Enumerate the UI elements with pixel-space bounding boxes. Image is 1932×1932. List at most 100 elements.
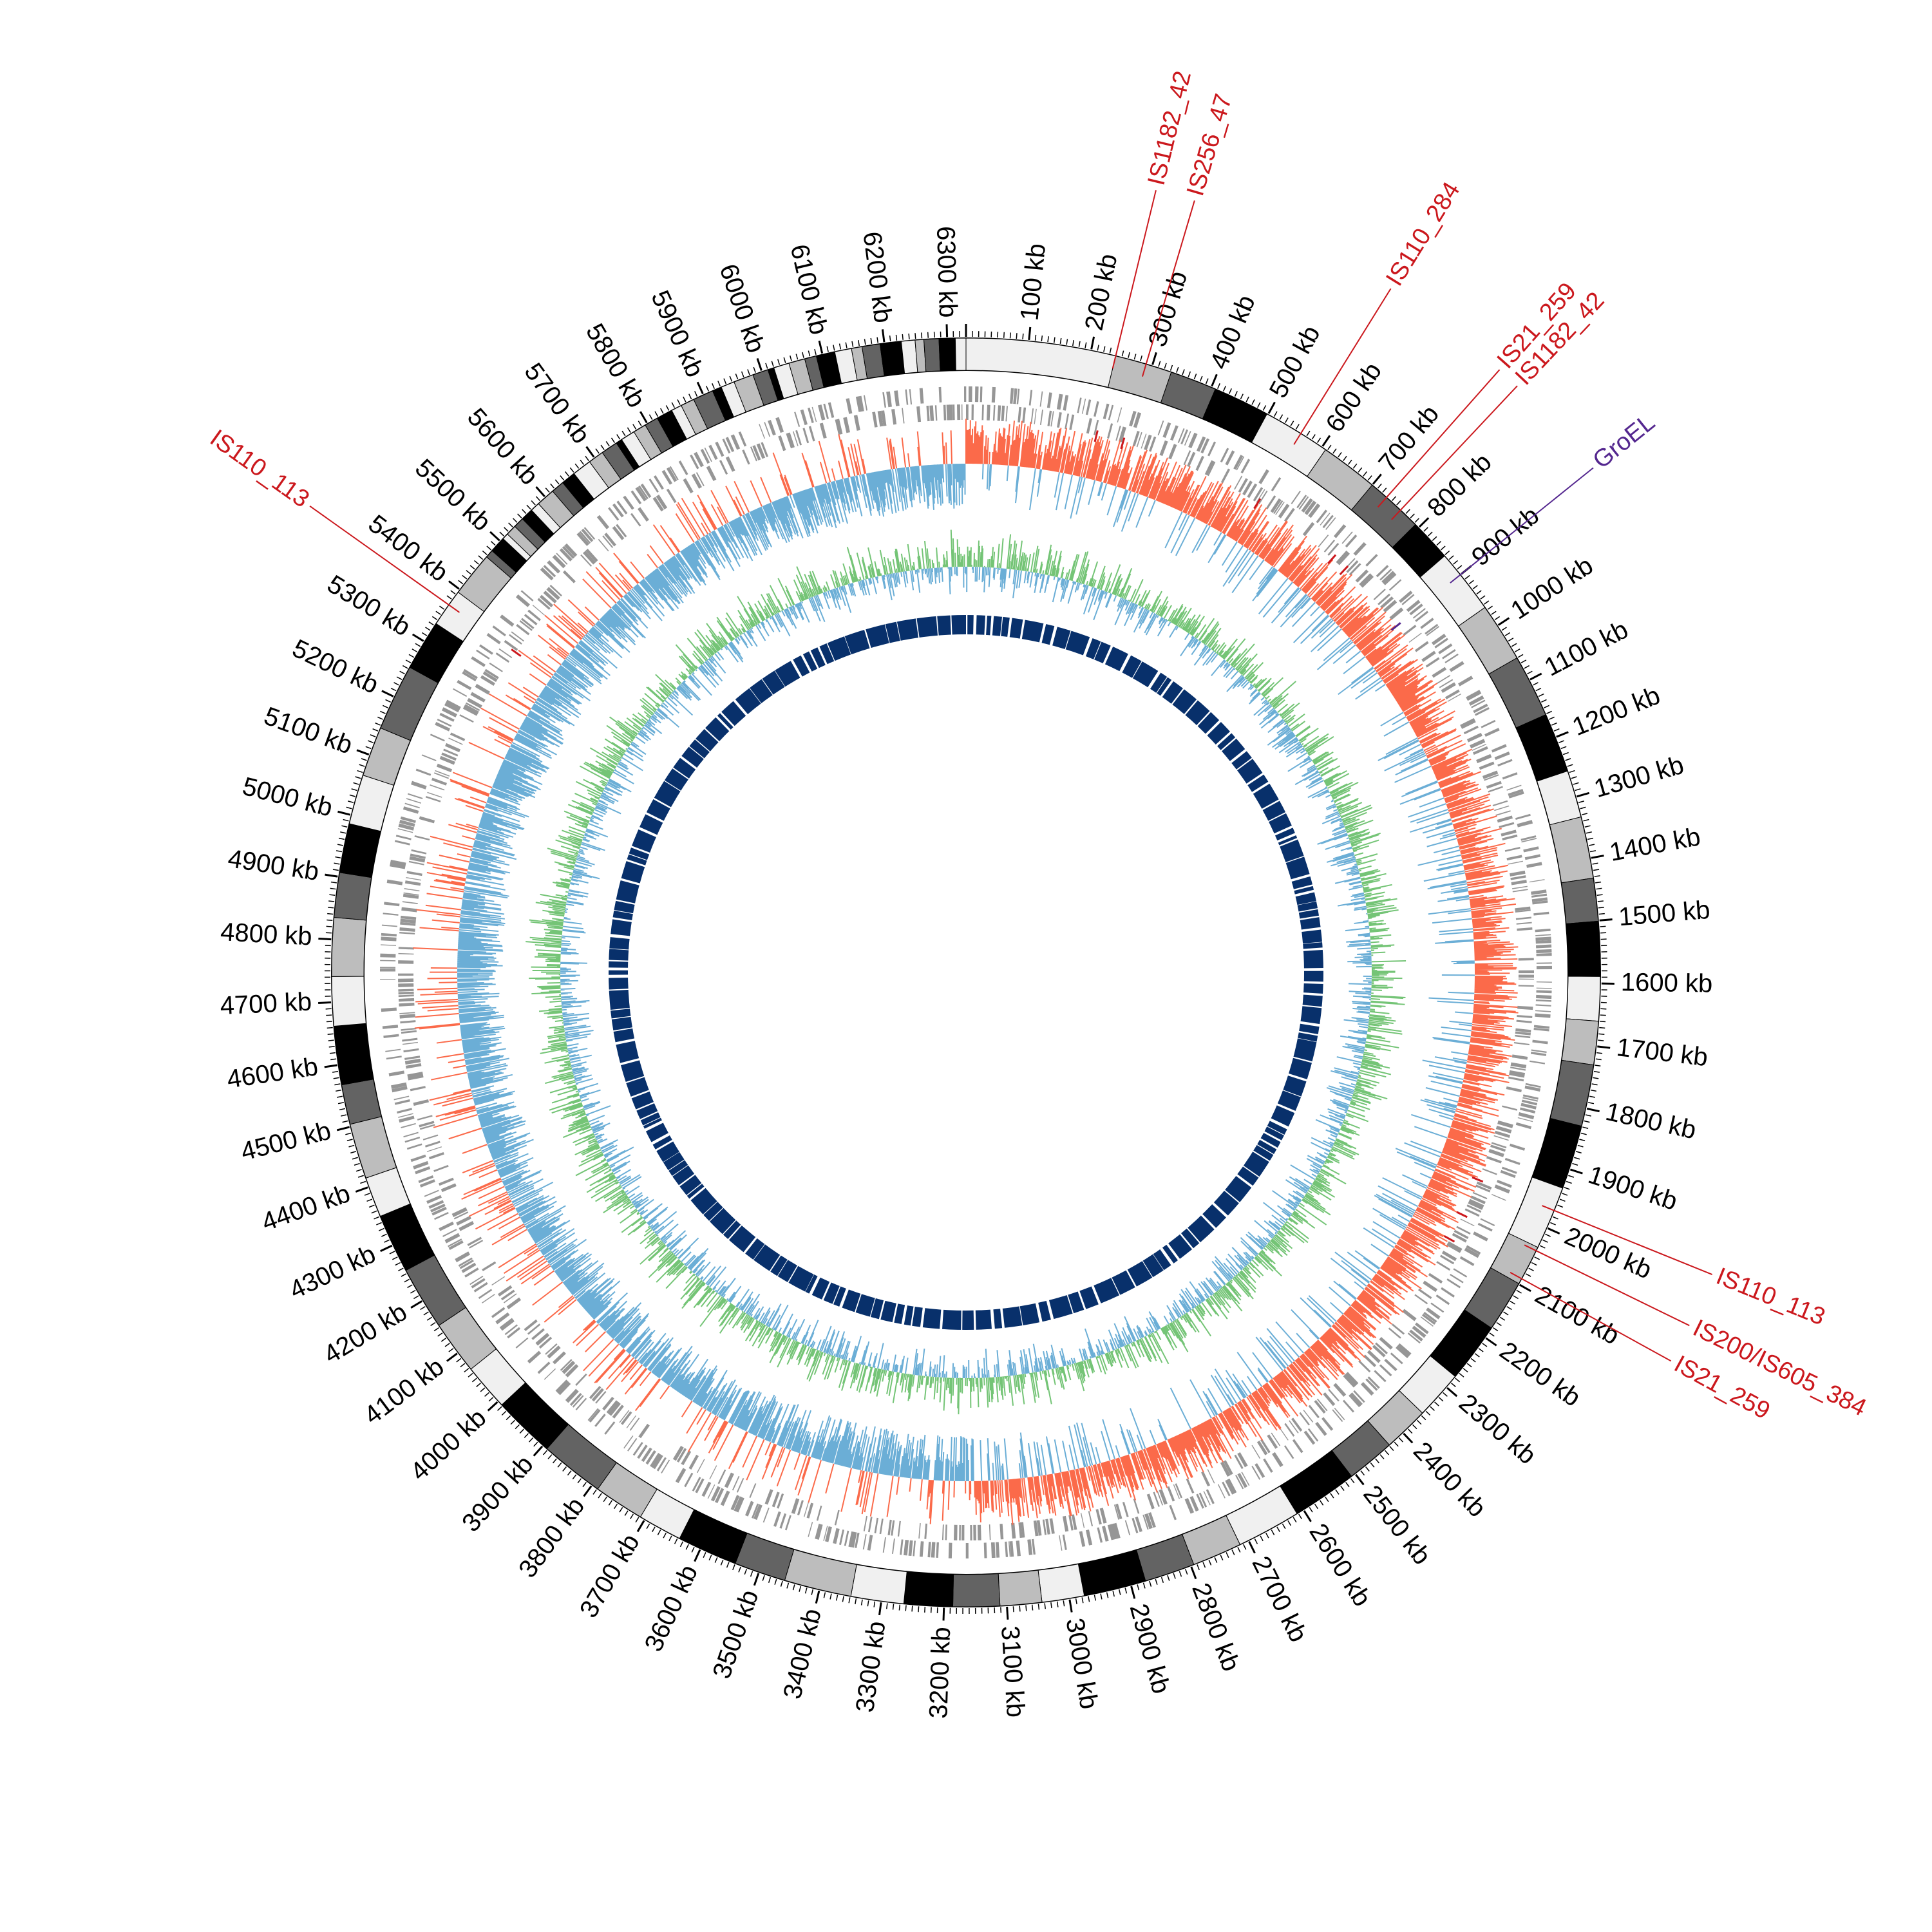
scale-tick [774, 1578, 777, 1585]
gene-feature [604, 533, 616, 547]
gene-feature [1237, 1452, 1248, 1468]
gene-feature [499, 1318, 513, 1329]
scale-tick [1552, 1216, 1558, 1220]
gene-feature [495, 652, 510, 663]
gene-feature [1497, 759, 1513, 767]
inner-ring-gap [1245, 772, 1265, 786]
gene-feature [392, 1086, 408, 1093]
gene-feature [430, 784, 445, 791]
gene-feature [448, 737, 463, 745]
scale-tick [1205, 378, 1209, 384]
gene-feature [819, 422, 827, 439]
gene-feature [1486, 781, 1502, 789]
gene-feature [1502, 772, 1518, 780]
gene-feature [403, 892, 419, 896]
gene-feature [1434, 638, 1448, 649]
scale-tick [717, 381, 721, 387]
gene-feature [451, 1207, 467, 1215]
scale-tick [1140, 355, 1142, 362]
gene-feature [552, 554, 566, 569]
scale-tick [366, 1198, 373, 1202]
scale-tick [433, 1327, 439, 1332]
inner-ring-gap [1184, 699, 1198, 716]
gene-feature [753, 1504, 762, 1520]
gene-feature [1497, 815, 1513, 823]
scale-tick [726, 1562, 730, 1568]
gene-feature [419, 1179, 435, 1188]
annotation-label: IS256_47 [1182, 91, 1237, 199]
scale-tick [1271, 1530, 1275, 1535]
inner-ring-gap [1303, 968, 1324, 971]
gene-feature [579, 531, 591, 544]
gene-feature [402, 893, 419, 899]
scale-tick [1582, 1126, 1589, 1129]
gene-feature [1535, 1004, 1551, 1007]
gene-feature [1258, 490, 1268, 505]
inner-ring-gap [1229, 748, 1247, 764]
scale-tick [1508, 638, 1514, 642]
gene-feature [1201, 1471, 1211, 1487]
scale-tick [1306, 430, 1311, 437]
scale-tick [1572, 1162, 1578, 1166]
scale-tick [328, 907, 334, 909]
gene-feature [1112, 1522, 1121, 1539]
gene-feature [380, 979, 396, 980]
gene-feature [1502, 1105, 1518, 1111]
gene-feature [1468, 1198, 1484, 1208]
gene-feature [407, 793, 423, 799]
scale-tick [343, 819, 349, 822]
gene-feature [1220, 1461, 1231, 1477]
scale-tick [1596, 1052, 1603, 1054]
scale-tick [1589, 1095, 1596, 1098]
gene-feature [587, 1408, 599, 1421]
gene-feature [397, 828, 413, 833]
gene-feature [1508, 791, 1524, 799]
scale-tick [377, 716, 383, 720]
ideogram-band [903, 1571, 954, 1607]
gene-feature [1466, 1245, 1481, 1255]
gene-feature [399, 931, 415, 935]
gene-feature [1094, 401, 1099, 417]
gene-feature [794, 412, 800, 427]
scale-tick [1097, 345, 1099, 351]
scale-tick [818, 340, 824, 354]
scale-tick [1335, 1489, 1340, 1495]
gene-feature [539, 594, 554, 608]
inner-ring-gap [1293, 884, 1314, 891]
inner-ring-gap [608, 989, 629, 991]
inner-ring-gap [966, 614, 968, 636]
scale-tick [1375, 1458, 1380, 1464]
scale-tick [542, 1450, 548, 1455]
gene-feature [515, 1337, 529, 1349]
inner-ring-gap [625, 1075, 645, 1084]
scale-tick [1355, 1473, 1365, 1486]
scale-tick-label: 5700 kb [518, 358, 595, 449]
gene-feature [1444, 653, 1459, 663]
gene-feature [1189, 1496, 1199, 1512]
scale-tick [412, 633, 424, 642]
gene-feature [401, 907, 417, 913]
scale-tick [756, 358, 762, 371]
gene-feature [1234, 1454, 1244, 1470]
scale-tick [404, 1278, 410, 1283]
scale-tick [1593, 1077, 1599, 1079]
scale-tick [780, 1580, 783, 1587]
gene-feature [441, 707, 457, 718]
gene-feature [408, 1075, 424, 1081]
scale-tick [1591, 855, 1604, 859]
scale-tick [1588, 844, 1595, 846]
gene-feature [652, 497, 664, 512]
inner-ring-gap [1083, 636, 1093, 657]
scale-tick [522, 509, 527, 515]
gene-feature [863, 1515, 867, 1531]
scale-tick [723, 378, 727, 384]
scale-tick [1553, 728, 1560, 732]
gene-feature [823, 1526, 828, 1541]
inner-ring-gap [608, 967, 629, 971]
scale-tick [1535, 687, 1542, 692]
scale-tick [401, 1273, 407, 1277]
gene-feature [981, 404, 984, 421]
gene-feature [1353, 542, 1367, 556]
gene-feature [777, 1493, 784, 1509]
gene-feature [1383, 572, 1397, 585]
